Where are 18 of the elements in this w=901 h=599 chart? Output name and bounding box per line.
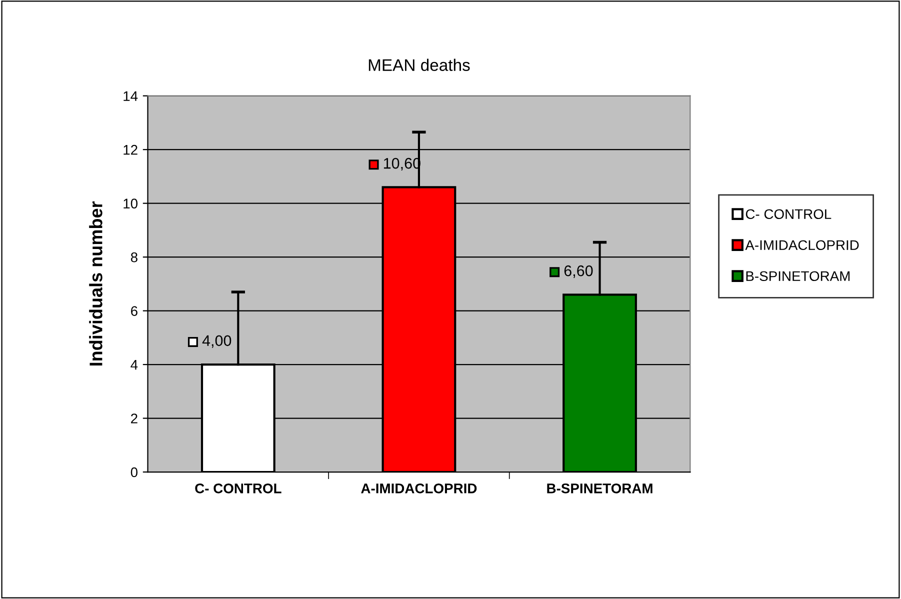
y-axis-title: Individuals number	[89, 201, 102, 366]
y-tick-label: 0	[130, 467, 138, 478]
y-tick-label: 12	[124, 144, 138, 155]
legend-label: C- CONTROL	[746, 209, 832, 220]
y-tick-label: 4	[130, 360, 138, 370]
x-tick-label: A-IMIDACLOPRID	[361, 483, 477, 494]
legend-label: A-IMIDACLOPRID	[745, 240, 859, 250]
x-tick-label: C- CONTROL	[195, 483, 282, 494]
y-tick-label: 8	[130, 252, 138, 262]
y-tick-label: 6	[131, 306, 138, 316]
chart-title: MEAN deaths	[368, 58, 470, 72]
y-tick-label: 2	[131, 414, 138, 424]
data-label: 4,00	[202, 335, 232, 348]
y-tick-label: 10	[124, 198, 138, 208]
x-tick-label: B-SPINETORAM	[547, 483, 652, 494]
y-tick-label: 14	[124, 91, 138, 101]
legend-label: B-SPINETORAM	[746, 271, 850, 282]
data-label: 6,60	[564, 265, 593, 278]
